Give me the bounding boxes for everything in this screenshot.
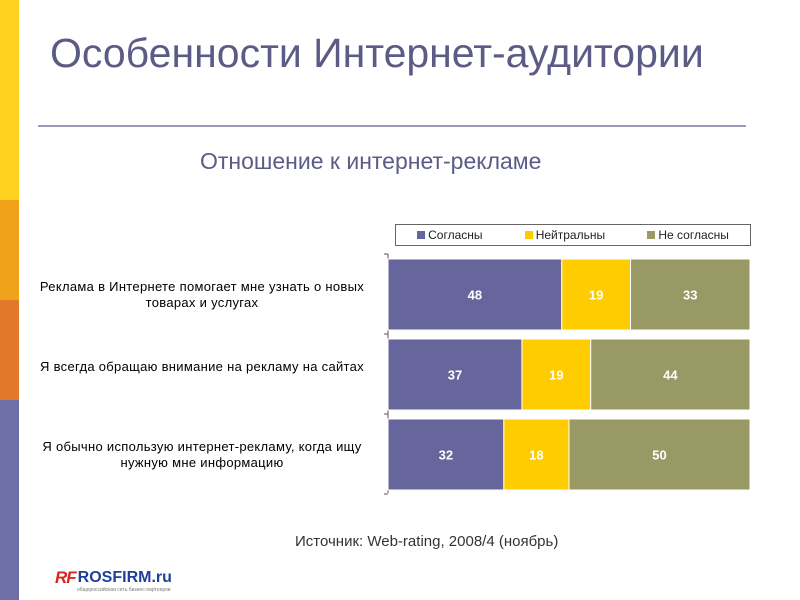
- bar-segment: [387, 418, 505, 491]
- legend-swatch: [647, 231, 656, 239]
- category-label: Я всегда обращаю внимание на рекламу на …: [40, 359, 364, 374]
- data-label: 19: [549, 368, 563, 383]
- logo-rf-mark: RF: [55, 568, 77, 587]
- data-label: 33: [683, 288, 697, 303]
- bar-segment: [387, 338, 523, 411]
- category-label: Я обычно использую интернет-рекламу, ког…: [42, 439, 362, 470]
- legend-swatch: [417, 231, 426, 239]
- bar-segment: [630, 258, 751, 331]
- bar-segment: [590, 338, 751, 411]
- data-label: 19: [589, 288, 603, 303]
- chart-legend: Согласны Нейтральны Не согласны: [395, 224, 751, 246]
- data-label: 44: [663, 368, 678, 383]
- data-label: 18: [529, 448, 543, 463]
- legend-label: Согласны: [428, 228, 483, 242]
- data-label: 50: [652, 448, 666, 463]
- legend-item: Не согласны: [647, 228, 729, 242]
- slide-title: Особенности Интернет-аудитории: [50, 30, 704, 76]
- title-divider: [38, 125, 746, 127]
- category-label: Реклама в Интернете помогает мне узнать …: [39, 279, 365, 310]
- sidebar-segment: [0, 300, 19, 400]
- legend-label: Нейтральны: [535, 228, 606, 242]
- rosfirm-logo: RF ROSFIRM.ru общероссийская сеть бизнес…: [55, 568, 172, 593]
- data-label: 37: [448, 368, 462, 383]
- chart-subtitle: Отношение к интернет-рекламе: [200, 148, 542, 174]
- logo-name: ROSFIRM.ru: [77, 569, 172, 586]
- data-label: 48: [468, 288, 482, 303]
- legend-item: Согласны: [417, 228, 483, 242]
- sidebar-segment: [0, 200, 19, 300]
- sidebar-accent-bar: [0, 0, 19, 600]
- bar-segment: [503, 418, 570, 491]
- legend-label: Не согласны: [658, 228, 729, 242]
- bar-segment: [561, 258, 632, 331]
- legend-swatch: [524, 231, 533, 239]
- data-label: 32: [439, 448, 453, 463]
- source-note: Источник: Web-rating, 2008/4 (ноябрь): [295, 533, 559, 550]
- legend-item: Нейтральны: [524, 228, 606, 242]
- logo-tagline: общероссийская сеть бизнес-партнеров: [77, 587, 171, 593]
- bar-segment: [568, 418, 751, 491]
- sidebar-segment: [0, 400, 19, 600]
- sidebar-segment: [0, 0, 19, 200]
